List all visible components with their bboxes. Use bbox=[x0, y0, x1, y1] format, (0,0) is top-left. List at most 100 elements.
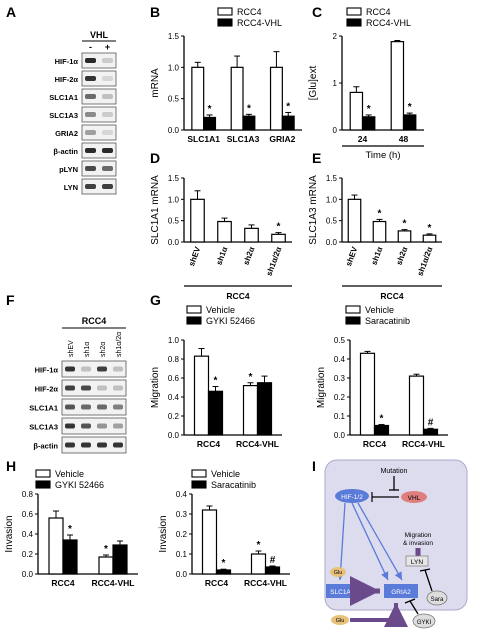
blot-band-f bbox=[81, 442, 91, 448]
legend-label-g2: Vehicle bbox=[365, 305, 394, 315]
blot-band-a bbox=[85, 184, 96, 189]
hif-to-gria2-arrow-2 bbox=[351, 502, 389, 581]
bar-h2 bbox=[201, 509, 218, 575]
y-tick-label-d: 0.5 bbox=[168, 217, 180, 226]
x-tick-label-g2: RCC4 bbox=[363, 439, 386, 449]
bar-b bbox=[242, 115, 256, 131]
blot-band-f bbox=[113, 423, 123, 429]
significance-mark-h2: # bbox=[270, 555, 276, 566]
bar-g2 bbox=[422, 428, 439, 436]
legend-swatch-c bbox=[346, 18, 362, 27]
y-tick-label-g2: 0.3 bbox=[334, 374, 346, 383]
hif-node bbox=[335, 489, 369, 503]
significance-mark-h1: * bbox=[104, 544, 108, 555]
glu-inner-label: Glu bbox=[334, 570, 343, 576]
bar-c bbox=[349, 91, 364, 131]
gria2-box bbox=[384, 584, 418, 598]
bar-e bbox=[372, 220, 387, 243]
blot-band-f bbox=[97, 442, 107, 448]
gyki-inhibit-line bbox=[409, 600, 419, 615]
blot-row-label-a: SLC1A3 bbox=[49, 111, 78, 120]
blot-band-a bbox=[85, 76, 96, 81]
x-tick-label-g1: RCC4-VHL bbox=[236, 439, 279, 449]
blot-band-a bbox=[102, 148, 113, 153]
blot-row-label-a: HIF-2α bbox=[55, 75, 79, 84]
gyki-node bbox=[412, 613, 436, 629]
vhl-node bbox=[401, 491, 427, 503]
y-tick-label-b: 1.5 bbox=[168, 32, 180, 41]
blot-band-a bbox=[102, 112, 113, 117]
blot-row-label-a: GRIA2 bbox=[55, 129, 78, 138]
blot-band-f bbox=[113, 442, 123, 448]
blot-band-f bbox=[81, 385, 91, 391]
blot-band-a bbox=[102, 76, 113, 81]
glu-to-gria2-arrow bbox=[350, 603, 408, 627]
blot-band-f bbox=[113, 385, 123, 391]
y-axis-label-h2: Invasion bbox=[158, 515, 169, 552]
significance-mark-g2: # bbox=[428, 417, 434, 428]
legend-swatch-h1 bbox=[35, 480, 51, 489]
legend-label-h2: Vehicle bbox=[211, 469, 240, 479]
gyki-inhibit-bar bbox=[404, 598, 416, 604]
significance-mark-g1: * bbox=[214, 376, 218, 387]
legend-label-h1: GYKI 52466 bbox=[55, 480, 104, 490]
y-tick-label-g1: 0.6 bbox=[168, 374, 180, 383]
blot-strip-a bbox=[81, 178, 117, 195]
y-axis-label-e: SLC1A3 mRNA bbox=[308, 175, 319, 245]
legend-label-c: RCC4-VHL bbox=[366, 18, 411, 28]
x-tick-label-c: 48 bbox=[399, 134, 409, 144]
bar-g1 bbox=[193, 355, 210, 436]
y-tick-label-h1: 0.6 bbox=[22, 510, 34, 519]
bar-g2 bbox=[408, 375, 425, 436]
panel-letter-d: D bbox=[150, 150, 161, 166]
y-tick-label-h2: 0.3 bbox=[176, 510, 188, 519]
legend-swatch-h2 bbox=[191, 480, 207, 489]
significance-mark-c: * bbox=[408, 102, 412, 113]
x-tick-label-h2: RCC4 bbox=[205, 578, 228, 588]
x-tick-label-c: 24 bbox=[358, 134, 368, 144]
blot-band-f bbox=[65, 442, 75, 448]
y-tick-label-c: 1 bbox=[333, 79, 338, 88]
blot-header-f: RCC4 bbox=[82, 316, 107, 326]
glu-outer-label: Glu bbox=[336, 618, 345, 624]
legend-label-b: RCC4 bbox=[237, 7, 262, 17]
bar-d bbox=[190, 198, 205, 243]
sara-label: Sara bbox=[431, 597, 444, 603]
bar-b bbox=[281, 115, 295, 131]
legend-label-c: RCC4 bbox=[366, 7, 391, 17]
bar-b bbox=[269, 66, 283, 131]
y-tick-label-g2: 0.0 bbox=[334, 431, 346, 440]
blot-band-a bbox=[102, 58, 113, 63]
significance-mark-g2: * bbox=[380, 414, 384, 425]
mutation-label: Mutation bbox=[381, 468, 408, 475]
blot-band-a bbox=[102, 184, 113, 189]
blot-lane-label-f: sh2α bbox=[100, 342, 107, 357]
y-axis-label-g2: Migration bbox=[316, 367, 327, 408]
bar-g2 bbox=[359, 352, 376, 436]
panel-letter-c: C bbox=[312, 4, 323, 20]
gyki-label: GYKI bbox=[417, 620, 432, 626]
y-tick-label-d: 1.5 bbox=[168, 174, 180, 183]
blot-band-a bbox=[102, 94, 113, 99]
blot-row-label-f: SLC1A3 bbox=[29, 423, 58, 432]
bar-h2 bbox=[250, 553, 267, 575]
panel-letter-a: A bbox=[6, 4, 17, 20]
bar-d bbox=[244, 227, 259, 243]
blot-band-a bbox=[102, 130, 113, 135]
blot-strip-f bbox=[61, 436, 127, 454]
gria2-label: GRIA2 bbox=[391, 589, 411, 596]
panel-letter-g: G bbox=[150, 292, 161, 308]
blot-row-label-a: SLC1A1 bbox=[49, 93, 78, 102]
lyn-box bbox=[405, 555, 429, 567]
legend-swatch-b bbox=[217, 18, 233, 27]
legend-label-g2: Saracatinib bbox=[365, 316, 410, 326]
blot-band-f bbox=[81, 366, 91, 372]
x-tick-label-b: SLC1A1 bbox=[187, 134, 220, 144]
y-tick-label-h1: 0.4 bbox=[22, 530, 34, 539]
blot-strip-a bbox=[81, 88, 117, 105]
x-axis-label-c: Time (h) bbox=[365, 150, 400, 161]
bar-e bbox=[422, 234, 437, 243]
legend-swatch-h1 bbox=[35, 469, 51, 478]
legend-swatch-g1 bbox=[186, 316, 202, 325]
blot-row-label-f: β-actin bbox=[33, 442, 58, 451]
